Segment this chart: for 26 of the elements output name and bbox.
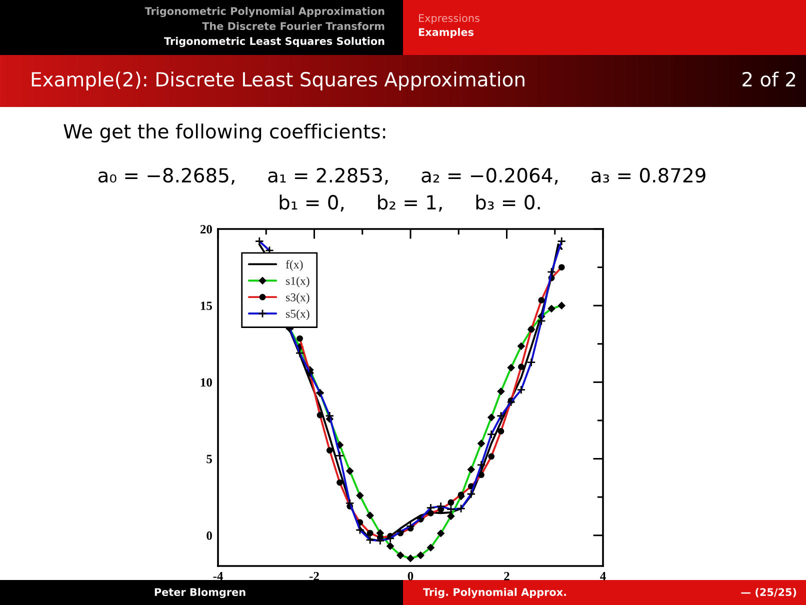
text: Trigonometric Polynomial Approximation <box>144 6 384 18</box>
chart-title: Example(2): Discrete Least Squares Approximation <box>32 72 524 90</box>
legend-label: s5(x) <box>286 309 310 320</box>
x-tick-label: 0 <box>408 572 414 580</box>
x-tick-label: 4 <box>600 572 606 580</box>
text: Peter Blomgren <box>154 588 246 598</box>
text: The Discrete Fourier Transform <box>202 22 384 30</box>
text: — (25/25) <box>741 588 796 598</box>
legend-label: s3(x) <box>286 293 310 304</box>
y-tick-label: 5 <box>206 454 212 464</box>
y-tick-label: 10 <box>200 378 212 387</box>
x-tick-label: -4 <box>213 572 223 580</box>
legend-label: s1(x) <box>286 276 310 288</box>
y-tick-label: 0 <box>206 531 212 540</box>
text: a₀ = −8.2685, a₁ = 2.2853, a₂ = −0.2064, a₃ = 0.8729 <box>98 168 706 185</box>
y-tick-label: 15 <box>200 302 212 310</box>
text: Examples <box>418 28 474 38</box>
text: 2 of 2 <box>742 72 796 87</box>
text: b₁ = 0, b₂ = 1, b₃ = 0. <box>280 194 540 212</box>
chart-subtitle: We get the following coefficients: <box>64 124 386 142</box>
x-tick-label: 2 <box>504 572 510 580</box>
text: Expressions <box>419 14 480 24</box>
text: Trig. Polynomial Approx. <box>423 588 566 598</box>
y-tick-label: 20 <box>200 225 212 234</box>
legend-label: f(x) <box>286 260 303 271</box>
text: Trigonometric Least Squares Solution <box>164 36 384 48</box>
